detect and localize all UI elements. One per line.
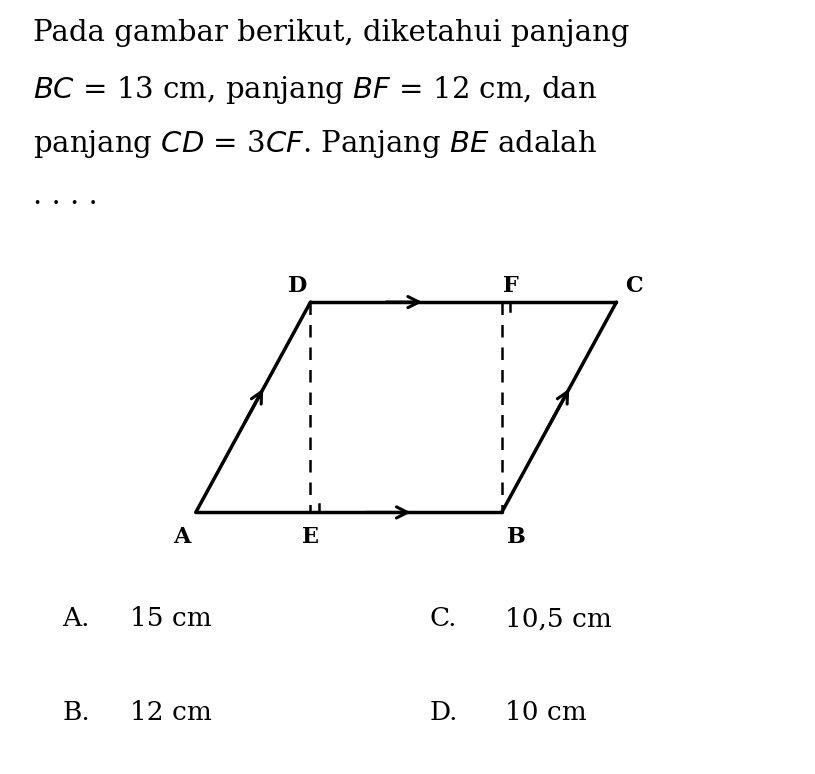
Text: C: C [625,275,643,297]
Text: 10 cm: 10 cm [505,700,587,725]
Text: 12 cm: 12 cm [130,700,212,725]
Text: A.: A. [63,606,90,632]
Text: B: B [507,526,526,548]
Text: A: A [174,526,191,548]
Text: . . . .: . . . . [33,182,97,210]
Text: 10,5 cm: 10,5 cm [505,606,612,632]
Text: D: D [288,275,307,297]
Text: $BC$ = 13 cm, panjang $BF$ = 12 cm, dan: $BC$ = 13 cm, panjang $BF$ = 12 cm, dan [33,74,597,105]
Text: panjang $CD$ = 3$CF$. Panjang $BE$ adalah: panjang $CD$ = 3$CF$. Panjang $BE$ adala… [33,128,597,159]
Text: Pada gambar berikut, diketahui panjang: Pada gambar berikut, diketahui panjang [33,19,629,47]
Text: F: F [504,275,519,297]
Text: D.: D. [430,700,459,725]
Text: C.: C. [430,606,457,632]
Text: E: E [302,526,319,548]
Text: B.: B. [63,700,90,725]
Text: 15 cm: 15 cm [130,606,212,632]
